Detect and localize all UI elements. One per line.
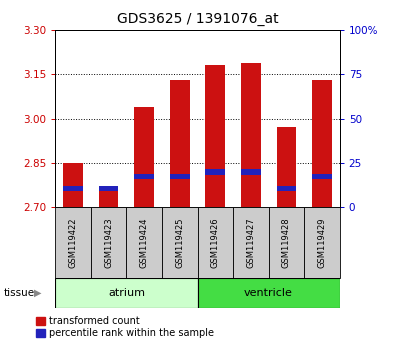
- Bar: [55, 207, 91, 278]
- Bar: [205, 65, 225, 207]
- Bar: [134, 174, 154, 179]
- Text: GSM119427: GSM119427: [246, 217, 255, 268]
- Bar: [63, 185, 83, 191]
- Text: GSM119429: GSM119429: [318, 217, 326, 268]
- Text: tissue: tissue: [4, 288, 35, 298]
- Text: GSM119425: GSM119425: [175, 217, 184, 268]
- Bar: [241, 169, 261, 175]
- Legend: transformed count, percentile rank within the sample: transformed count, percentile rank withi…: [36, 316, 214, 338]
- Text: GSM119422: GSM119422: [69, 217, 77, 268]
- Bar: [170, 80, 190, 207]
- Bar: [91, 207, 126, 278]
- Text: GSM119424: GSM119424: [140, 217, 149, 268]
- Text: ventricle: ventricle: [244, 288, 293, 298]
- Bar: [269, 207, 304, 278]
- Bar: [312, 174, 332, 179]
- Bar: [63, 163, 83, 207]
- Bar: [241, 63, 261, 207]
- Text: GSM119428: GSM119428: [282, 217, 291, 268]
- Bar: [205, 169, 225, 175]
- Bar: [134, 107, 154, 207]
- Bar: [55, 278, 198, 308]
- Bar: [99, 185, 118, 191]
- Text: ▶: ▶: [34, 288, 42, 298]
- Bar: [198, 207, 233, 278]
- Bar: [198, 278, 340, 308]
- Bar: [233, 207, 269, 278]
- Text: GDS3625 / 1391076_at: GDS3625 / 1391076_at: [117, 12, 278, 27]
- Bar: [170, 174, 190, 179]
- Text: atrium: atrium: [108, 288, 145, 298]
- Bar: [304, 207, 340, 278]
- Text: GSM119426: GSM119426: [211, 217, 220, 268]
- Bar: [126, 207, 162, 278]
- Bar: [99, 189, 118, 207]
- Bar: [276, 127, 296, 207]
- Bar: [312, 80, 332, 207]
- Text: GSM119423: GSM119423: [104, 217, 113, 268]
- Bar: [162, 207, 198, 278]
- Bar: [276, 185, 296, 191]
